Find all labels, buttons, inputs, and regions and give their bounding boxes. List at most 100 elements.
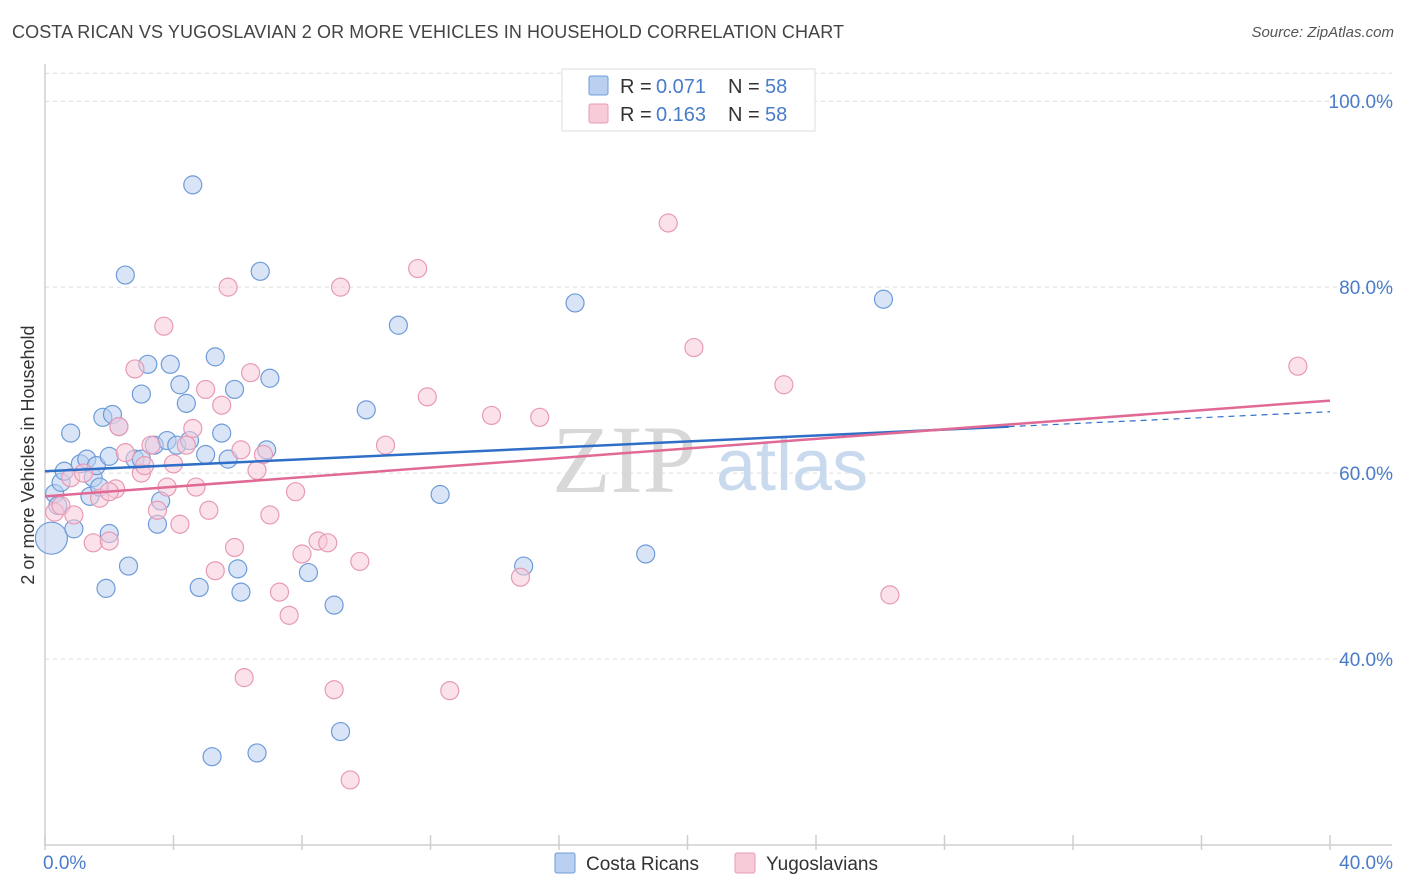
- costa-rican-point-22: [131, 384, 151, 404]
- legend-r-label-1: R =: [620, 104, 652, 126]
- yugoslavian-point-31: [241, 363, 261, 383]
- yugoslavian-point-22: [186, 477, 206, 497]
- yugoslavian-point-56: [1288, 356, 1308, 376]
- costa-rican-point-51: [430, 484, 450, 505]
- trend-line-costa-ricans-extension: [1008, 411, 1331, 428]
- yugoslavian-point-23: [196, 379, 216, 400]
- yugoslavian-point-3: [64, 505, 84, 525]
- bottom-legend-swatch-costa-ricans: [554, 852, 576, 874]
- yugoslavian-point-34: [260, 505, 280, 525]
- yugoslavian-point-16: [154, 316, 174, 336]
- yugoslavian-point-9: [109, 417, 129, 437]
- tick-labels: 40.0% 60.0% 80.0% 100.0% 0.0% 40.0%: [43, 92, 1393, 874]
- trend-line-costa-ricans: [44, 425, 1009, 473]
- yugoslavian-point-30: [234, 668, 254, 688]
- axes: [44, 64, 1392, 850]
- yugoslavian-point-36: [279, 605, 299, 625]
- yugoslavian-point-41: [324, 680, 344, 700]
- series-legend: Costa Ricans Yugoslavians: [554, 852, 878, 875]
- bottom-legend-label-yugoslavians: Yugoslavians: [766, 854, 878, 875]
- costa-rican-point-20: [118, 556, 139, 576]
- y-tick-label-0: 40.0%: [1339, 650, 1393, 671]
- costa-rican-point-50: [388, 315, 408, 335]
- costa-rican-point-5: [61, 423, 81, 443]
- costa-rican-point-14: [96, 578, 116, 598]
- y-tick-label-2: 80.0%: [1339, 278, 1393, 299]
- yugoslavian-point-24: [199, 500, 219, 520]
- costa-rican-point-41: [231, 582, 251, 602]
- yugoslavian-point-7: [99, 531, 119, 551]
- yugoslavian-point-53: [684, 337, 704, 358]
- bottom-legend-label-costa-ricans: Costa Ricans: [586, 854, 699, 875]
- yugoslavian-point-29: [231, 440, 251, 460]
- costa-rican-point-53: [565, 293, 585, 313]
- trend-lines: [44, 399, 1331, 498]
- yugoslavian-point-21: [183, 418, 203, 439]
- yugoslavian-point-33: [253, 444, 274, 465]
- yugoslavian-point-14: [141, 435, 161, 455]
- yugoslavian-point-44: [350, 551, 370, 572]
- costa-rican-point-16: [99, 446, 119, 466]
- yugoslavian-point-45: [375, 435, 396, 455]
- costa-rican-point-28: [160, 354, 180, 374]
- stats-legend: R = 0.071 N = 58 R = 0.163 N = 58: [561, 68, 816, 132]
- costa-rican-point-31: [176, 393, 196, 413]
- yugoslavian-point-48: [440, 681, 460, 701]
- costa-rican-point-46: [298, 562, 319, 583]
- yugoslavian-point-25: [205, 561, 225, 581]
- data-points: [34, 175, 1308, 790]
- costa-rican-point-37: [212, 423, 232, 443]
- source-credit: Source: ZipAtlas.com: [1251, 24, 1394, 41]
- yugoslavian-point-15: [147, 500, 168, 520]
- watermark: ZIP atlas: [552, 406, 868, 513]
- yugoslavian-point-1: [51, 496, 71, 516]
- yugoslavian-point-47: [417, 387, 437, 407]
- y-tick-label-3: 100.0%: [1329, 92, 1394, 113]
- y-axis-title: 2 or more Vehicles in Household: [18, 325, 38, 584]
- bottom-legend-swatch-yugoslavians: [734, 852, 756, 874]
- costa-rican-point-34: [196, 444, 216, 465]
- costa-rican-point-49: [356, 400, 376, 420]
- legend-swatch-yugoslavians: [588, 103, 609, 124]
- costa-rican-point-36: [205, 347, 225, 367]
- legend-n-label-1: N =: [728, 104, 760, 126]
- x-tick-label-1: 40.0%: [1339, 853, 1393, 874]
- legend-n-value-0: 58: [765, 76, 787, 98]
- trend-line-yugoslavians: [44, 399, 1331, 498]
- costa-rican-point-48: [330, 721, 351, 742]
- yugoslavian-point-55: [880, 585, 900, 605]
- yugoslavian-point-35: [269, 582, 290, 602]
- yugoslavian-point-5: [83, 533, 103, 553]
- legend-n-label-0: N =: [728, 76, 760, 98]
- legend-swatch-costa-ricans: [588, 75, 609, 96]
- legend-r-value-1: 0.163: [656, 104, 706, 126]
- yugoslavian-point-38: [292, 544, 312, 564]
- yugoslavian-point-27: [218, 277, 238, 297]
- costa-rican-point-30: [170, 375, 190, 395]
- costa-rican-point-0: [34, 521, 69, 555]
- yugoslavian-point-42: [330, 277, 351, 297]
- yugoslavian-point-37: [285, 482, 306, 502]
- yugoslavian-point-10: [115, 443, 135, 463]
- yugoslavian-point-4: [73, 463, 94, 483]
- yugoslavian-point-40: [318, 533, 338, 553]
- yugoslavian-point-52: [658, 213, 678, 233]
- legend-r-value-0: 0.071: [656, 76, 706, 98]
- costa-rican-point-43: [250, 261, 270, 281]
- costa-rican-point-32: [183, 175, 203, 195]
- costa-rican-point-19: [115, 265, 135, 285]
- costa-rican-point-39: [224, 379, 245, 400]
- watermark-zip: ZIP: [552, 406, 696, 513]
- yugoslavian-point-54: [774, 375, 794, 395]
- yugoslavian-point-19: [170, 514, 190, 534]
- costa-rican-point-47: [324, 595, 344, 615]
- yugoslavian-point-43: [340, 770, 360, 790]
- yugoslavian-point-46: [408, 258, 428, 279]
- costa-rican-point-54: [636, 544, 656, 564]
- yugoslavian-point-49: [481, 405, 502, 426]
- legend-r-label-0: R =: [620, 76, 652, 98]
- yugoslavian-point-50: [510, 567, 531, 587]
- costa-rican-point-35: [202, 747, 222, 767]
- y-tick-label-1: 60.0%: [1339, 464, 1393, 485]
